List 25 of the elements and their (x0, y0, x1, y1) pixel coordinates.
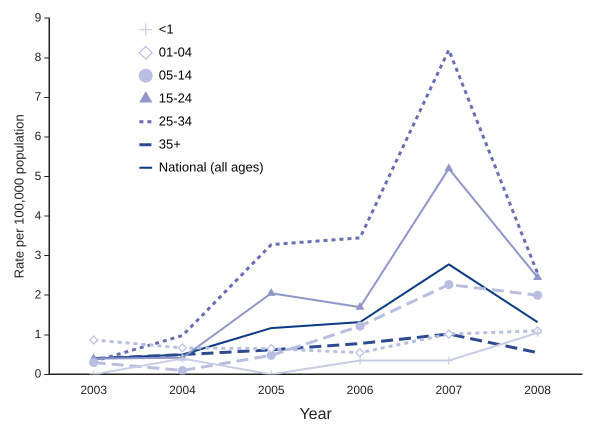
y-tick-label: 7 (34, 90, 42, 104)
y-tick-label: 4 (34, 208, 42, 222)
legend-label: 25-34 (158, 113, 192, 128)
y-tick-label: 8 (34, 50, 42, 64)
legend-label: 15-24 (158, 90, 192, 106)
x-tick-label: 2005 (258, 382, 285, 397)
legend-label: National (all ages) (158, 159, 264, 174)
legend-label: 35+ (158, 136, 181, 152)
x-tick-label: 2003 (80, 382, 108, 397)
y-tick-label: 6 (34, 129, 42, 144)
x-axis-title: Year (299, 406, 332, 423)
x-tick-label: 2004 (169, 382, 196, 397)
y-tick-label: 5 (34, 168, 42, 183)
legend-label: <1 (158, 21, 174, 36)
y-tick-label: 9 (34, 10, 42, 25)
y-tick-label: 1 (34, 327, 42, 342)
y-axis-title: Rate per 100,000 population (11, 114, 26, 278)
x-tick-label: 2006 (346, 382, 374, 397)
x-tick-label: 2008 (524, 382, 552, 397)
y-tick-label: 2 (34, 288, 42, 302)
y-tick-label: 3 (34, 248, 42, 262)
legend-label: 05-14 (158, 67, 192, 82)
y-tick-label: 0 (34, 366, 42, 381)
x-tick-label: 2007 (435, 382, 462, 397)
legend-label: 01-04 (158, 44, 192, 60)
